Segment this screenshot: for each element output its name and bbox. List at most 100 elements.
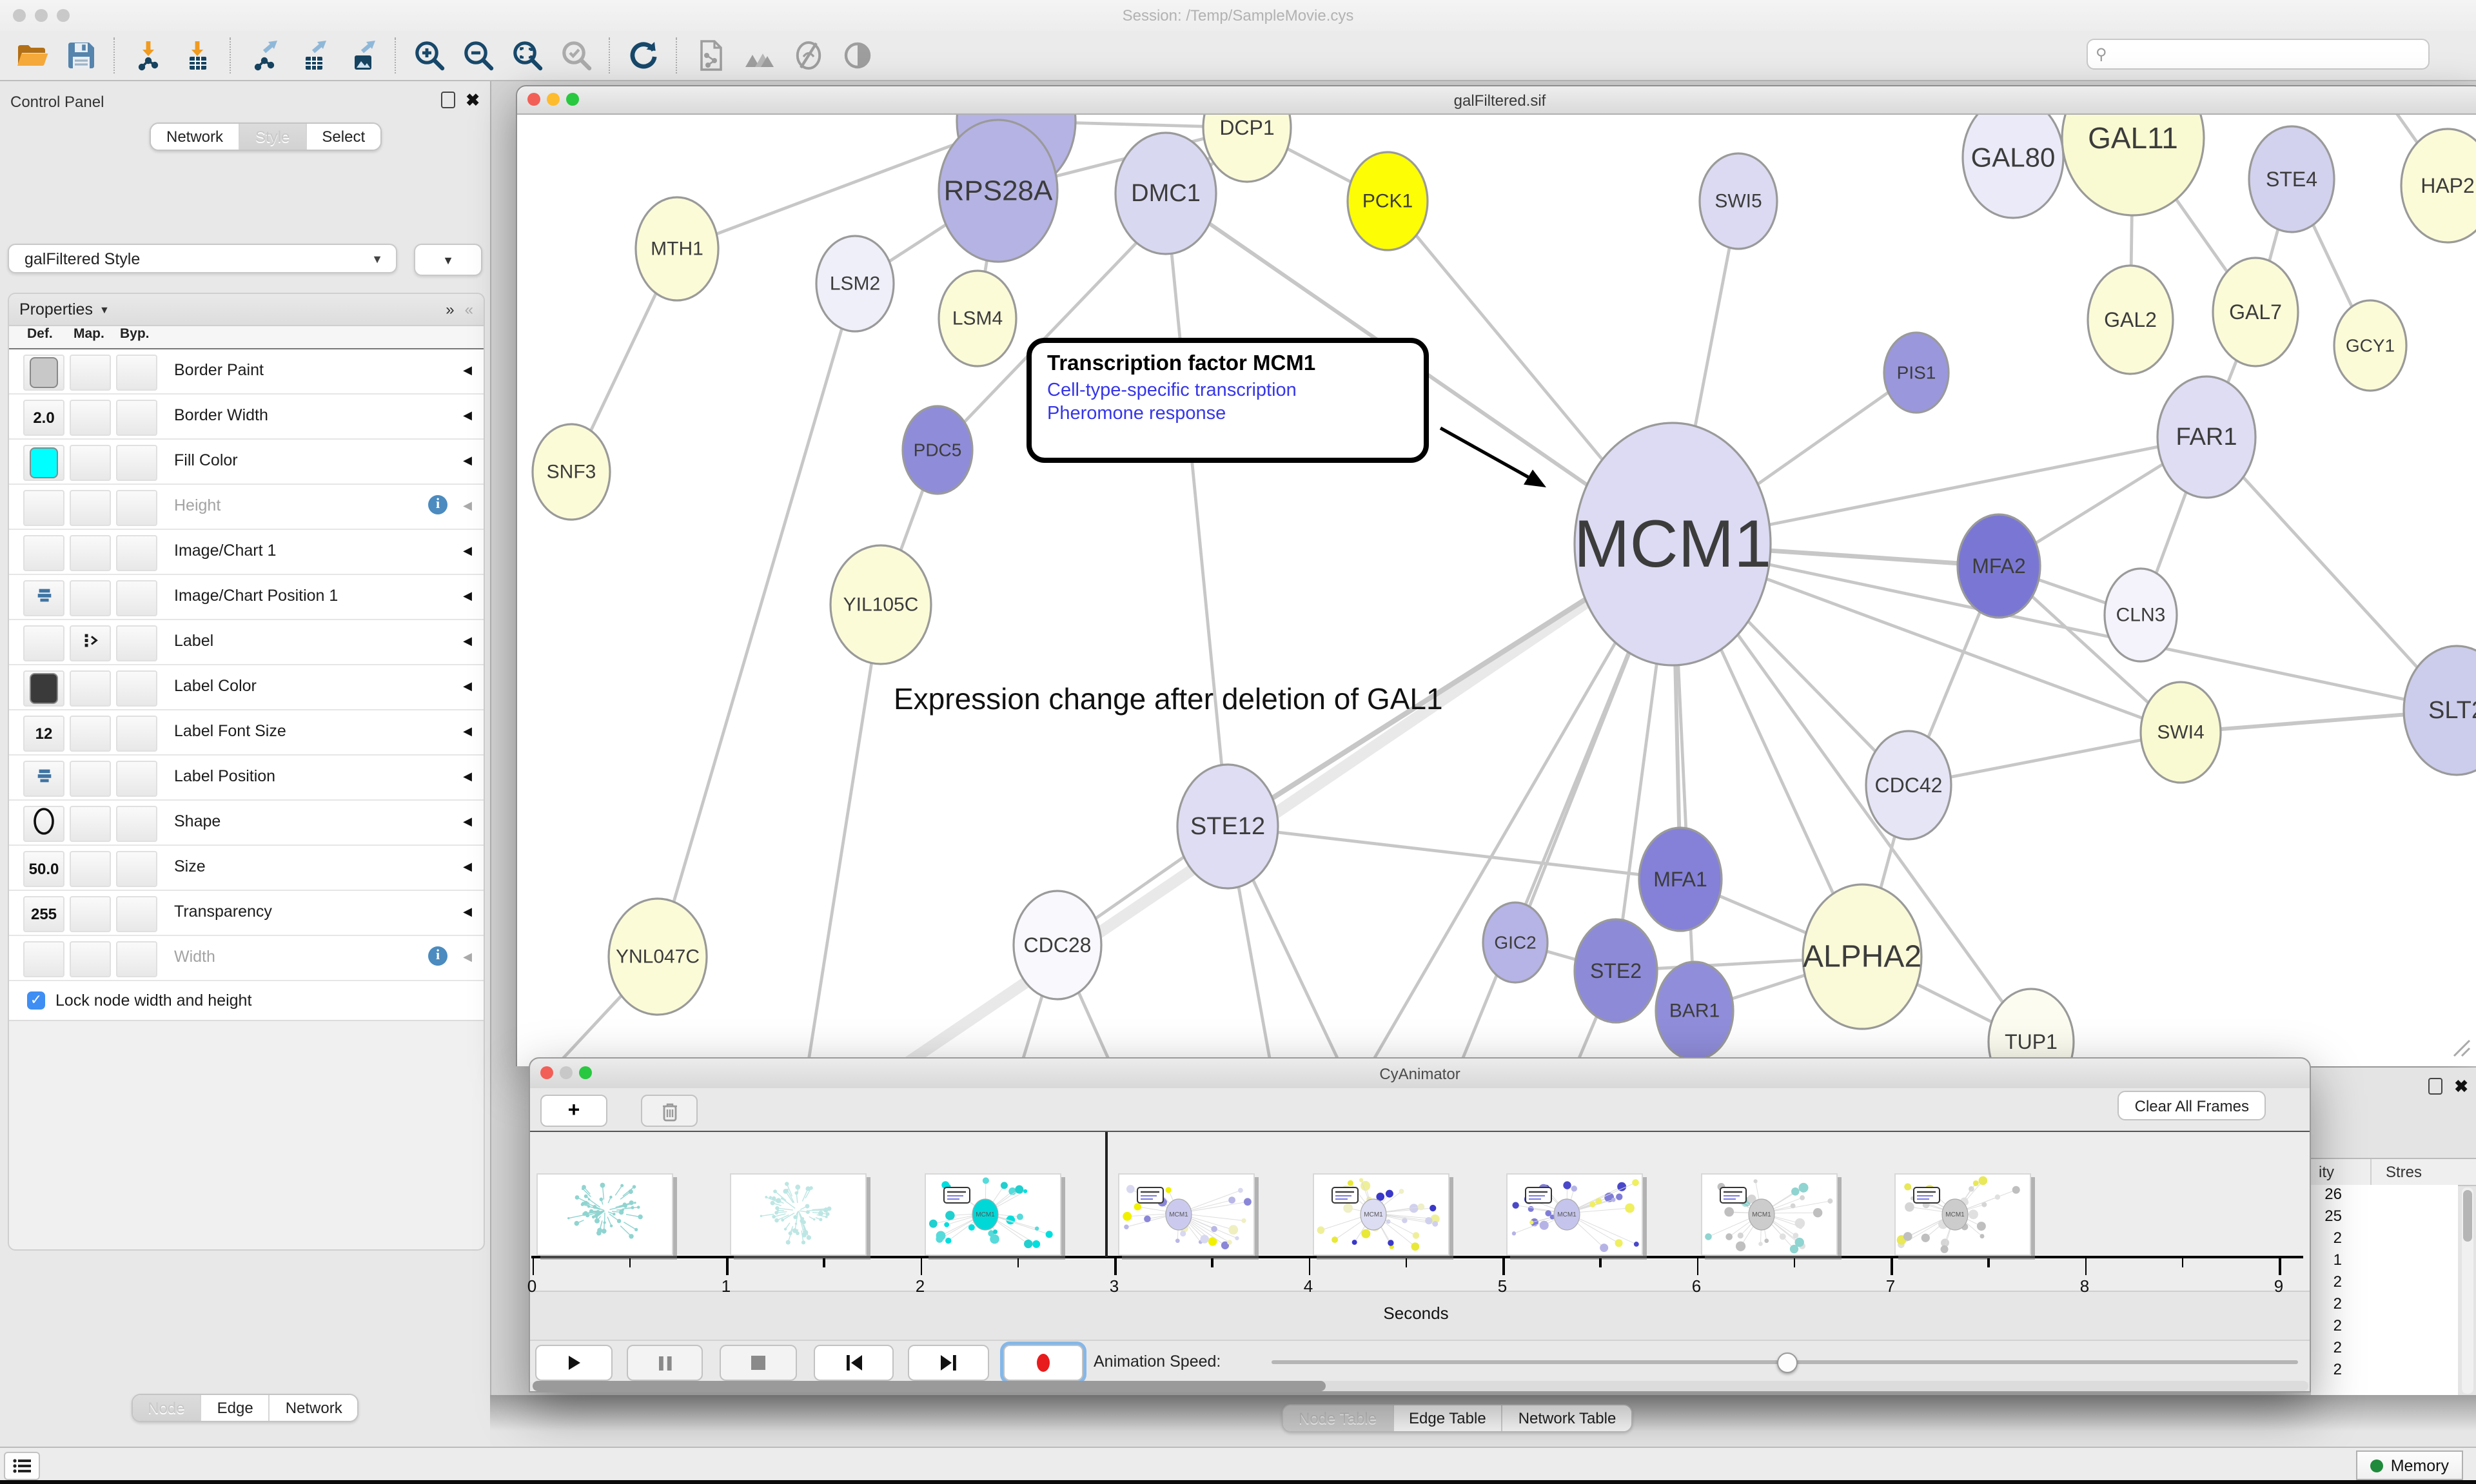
bypass-cell[interactable] [116, 445, 157, 481]
export-network-icon[interactable] [242, 36, 286, 75]
collapse-all-icon[interactable]: « [464, 300, 473, 318]
expand-all-icon[interactable]: » [446, 300, 455, 318]
bypass-cell[interactable] [116, 941, 157, 977]
playhead[interactable] [1105, 1132, 1107, 1257]
property-row-border-paint[interactable]: Border Paint ◀ [9, 349, 484, 395]
property-row-label-position[interactable]: Label Position ◀ [9, 756, 484, 801]
skip-to-end-button[interactable] [908, 1345, 989, 1381]
property-row-label-font-size[interactable]: 12 Label Font Size ◀ [9, 710, 484, 756]
bypass-cell[interactable] [116, 670, 157, 707]
zoom-fit-icon[interactable] [506, 36, 549, 75]
table-row[interactable]: 26 [2324, 1185, 2342, 1203]
network-node-bar1[interactable]: BAR1 [1655, 961, 1734, 1061]
expand-row-icon[interactable]: ◀ [463, 950, 472, 963]
play-button[interactable] [535, 1345, 613, 1381]
tab-style[interactable]: Style [240, 124, 307, 150]
info-icon[interactable]: i [428, 946, 447, 966]
mapping-cell[interactable] [70, 761, 111, 797]
network-edge[interactable] [2205, 436, 2458, 712]
network-node-ste2[interactable]: STE2 [1573, 918, 1658, 1024]
frame-thumbnail-6[interactable]: MCM1 [1506, 1173, 1643, 1256]
bypass-cell[interactable] [116, 625, 157, 661]
property-row-label-color[interactable]: Label Color ◀ [9, 665, 484, 710]
delete-frame-button[interactable] [641, 1095, 698, 1127]
mapping-cell[interactable] [70, 355, 111, 391]
network-node-mth1[interactable]: MTH1 [634, 196, 720, 302]
mapping-cell[interactable] [70, 806, 111, 842]
network-node-dmc1[interactable]: DMC1 [1114, 132, 1217, 255]
network-node-cln3[interactable]: CLN3 [2103, 567, 2178, 663]
network-node-cdc28[interactable]: CDC28 [1012, 890, 1103, 1001]
export-table-icon[interactable] [291, 36, 335, 75]
table-row[interactable]: 1 [2333, 1251, 2342, 1269]
color-swatch[interactable] [30, 673, 58, 704]
default-value[interactable]: 50.0 [28, 860, 59, 878]
tab-node-table[interactable]: Node Table [1283, 1405, 1393, 1431]
network-node-ste4[interactable]: STE4 [2248, 125, 2335, 233]
network-window-titlebar[interactable]: galFiltered.sif [517, 86, 2476, 115]
frame-thumbnail-2[interactable] [730, 1173, 867, 1256]
bypass-cell[interactable] [116, 355, 157, 391]
annotation-text[interactable]: Expression change after deletion of GAL1 [894, 682, 1443, 716]
expand-row-icon[interactable]: ◀ [463, 544, 472, 557]
property-row-transparency[interactable]: 255 Transparency ◀ [9, 891, 484, 936]
network-node-gcy1[interactable]: GCY1 [2333, 299, 2408, 392]
column-stress[interactable]: Stres [2386, 1163, 2422, 1181]
network-node-mcm1[interactable]: MCM1 [1573, 422, 1772, 667]
record-button[interactable] [1003, 1345, 1083, 1381]
mapping-cell[interactable] [70, 851, 111, 887]
zoom-window-icon[interactable] [566, 93, 579, 106]
cyanimator-scrollbar[interactable] [533, 1381, 2308, 1391]
import-network-icon[interactable] [126, 36, 170, 75]
frame-thumbnail-5[interactable]: MCM1 [1312, 1173, 1449, 1256]
network-node-hap2[interactable]: HAP2 [2400, 128, 2476, 244]
network-node-yil105c[interactable]: YIL105C [829, 544, 932, 665]
network-canvas[interactable]: DCP1 RPS28A DMC1 PCK1 SWI5 GAL80 GAL11 STE4 HAP2… [517, 115, 2476, 1066]
mapping-cell[interactable] [70, 580, 111, 616]
expand-row-icon[interactable]: ◀ [463, 499, 472, 512]
mapping-cell[interactable] [70, 896, 111, 932]
bypass-cell[interactable] [116, 400, 157, 436]
network-node-cdc42[interactable]: CDC42 [1865, 730, 1952, 841]
column-ity[interactable]: ity [2319, 1163, 2334, 1181]
hide-panel-icon[interactable] [787, 36, 830, 75]
network-edge[interactable] [900, 539, 1676, 1066]
frame-thumbnail-3[interactable]: MCM1 [924, 1173, 1061, 1256]
network-node-lsm4[interactable]: LSM4 [938, 269, 1017, 367]
expand-row-icon[interactable]: ◀ [463, 725, 472, 737]
resize-grip-icon[interactable] [2449, 1035, 2472, 1059]
close-panel-icon[interactable]: ✖ [466, 90, 480, 110]
zoom-window-icon[interactable] [57, 9, 70, 22]
bypass-cell[interactable] [116, 806, 157, 842]
network-node-snf3[interactable]: SNF3 [531, 423, 611, 521]
zoom-out-icon[interactable] [457, 36, 500, 75]
frame-thumbnail-7[interactable]: MCM1 [1700, 1173, 1837, 1256]
close-panel-icon[interactable]: ✖ [2454, 1077, 2468, 1096]
property-row-border-width[interactable]: 2.0 Border Width ◀ [9, 395, 484, 440]
add-frame-button[interactable]: + [540, 1095, 607, 1127]
mapping-cell[interactable] [70, 400, 111, 436]
tab-network[interactable]: Network [151, 124, 241, 150]
mapping-cell[interactable] [70, 670, 111, 707]
property-row-size[interactable]: 50.0 Size ◀ [9, 846, 484, 891]
network-node-pis1[interactable]: PIS1 [1883, 331, 1950, 414]
expand-row-icon[interactable]: ◀ [463, 815, 472, 828]
mapping-cell[interactable] [70, 490, 111, 526]
stop-button[interactable] [720, 1345, 797, 1381]
network-node-lsm2[interactable]: LSM2 [815, 235, 895, 333]
minimize-window-icon[interactable] [547, 93, 560, 106]
table-scrollbar[interactable] [2462, 1187, 2473, 1394]
memory-button[interactable]: Memory [2355, 1450, 2463, 1480]
bypass-cell[interactable] [116, 580, 157, 616]
expand-row-icon[interactable]: ◀ [463, 634, 472, 647]
pause-button[interactable] [627, 1345, 703, 1381]
mapping-cell[interactable] [70, 716, 111, 752]
network-node-mfa2[interactable]: MFA2 [1956, 513, 2041, 619]
network-node-slt2[interactable]: SLT2 [2402, 645, 2476, 776]
default-cell[interactable]: 255 [23, 896, 64, 932]
network-node-ste12[interactable]: STE12 [1176, 763, 1279, 890]
bypass-cell[interactable] [116, 896, 157, 932]
zoom-in-icon[interactable] [408, 36, 451, 75]
default-cell[interactable] [23, 580, 64, 616]
expand-row-icon[interactable]: ◀ [463, 409, 472, 422]
